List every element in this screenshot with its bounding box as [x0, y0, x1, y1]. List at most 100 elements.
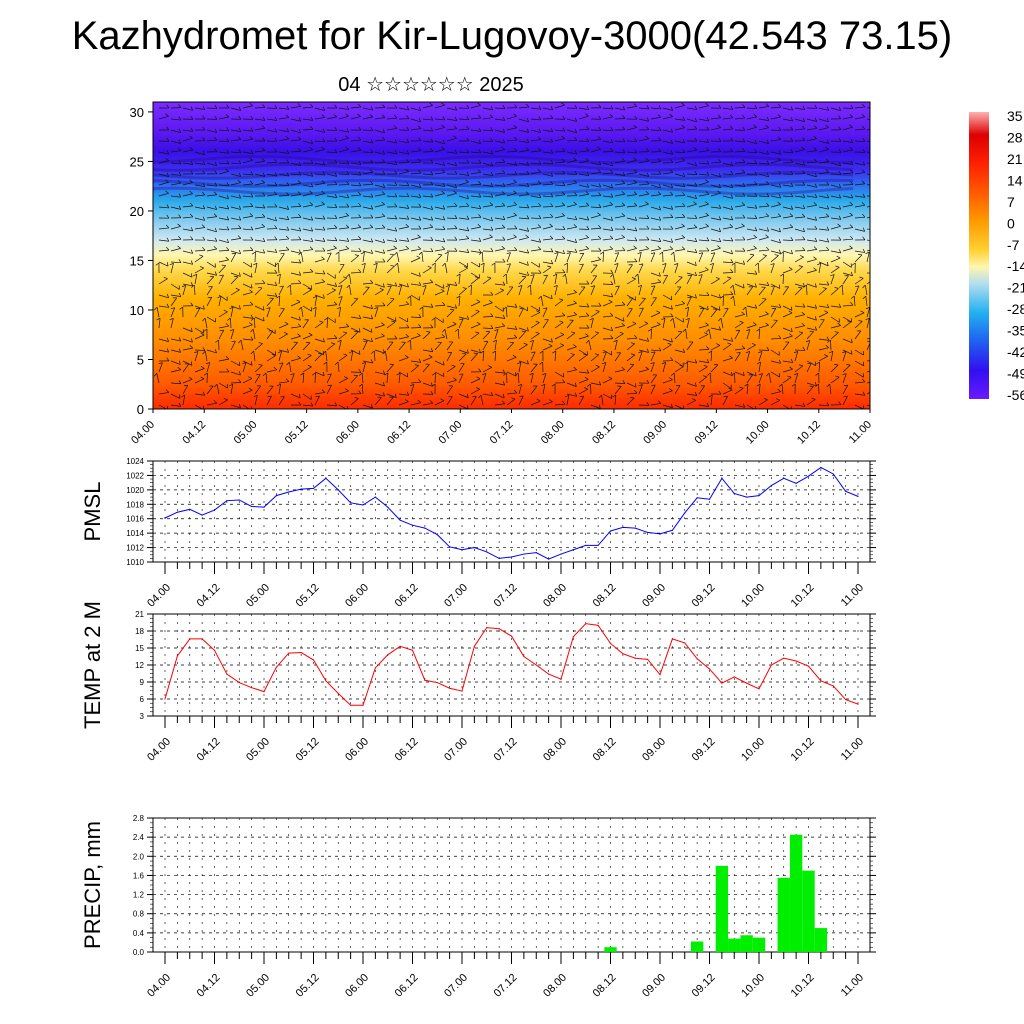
- wind-barb: [650, 161, 661, 164]
- data-point: [337, 692, 339, 694]
- wind-barb: [698, 118, 709, 122]
- wind-barb: [794, 332, 804, 340]
- wind-barb-flag: [694, 359, 698, 364]
- wind-barb: [794, 351, 799, 362]
- x-tick-label: 07.12: [492, 972, 520, 1000]
- wind-barb-flag: [790, 236, 794, 241]
- precip-bar: [814, 928, 828, 952]
- wind-barb: [806, 127, 817, 131]
- wind-barb: [530, 274, 535, 285]
- wind-barb-flag: [274, 248, 278, 253]
- wind-barb: [446, 162, 457, 167]
- wind-barb-flag: [742, 158, 746, 163]
- wind-barb-flag: [867, 340, 870, 343]
- wind-barb: [494, 382, 505, 386]
- x-tick-label: 08.00: [541, 582, 569, 610]
- wind-barb-flag: [526, 261, 529, 266]
- wind-barb: [722, 195, 733, 199]
- wind-barb-flag: [358, 191, 362, 196]
- data-point: [548, 558, 550, 560]
- wind-barb-flag: [526, 271, 529, 276]
- wind-barb: [530, 322, 540, 329]
- wind-barb-flag: [465, 179, 469, 183]
- wind-barb-flag: [274, 159, 278, 163]
- wind-barb: [734, 225, 745, 230]
- wind-barb-flag: [394, 237, 398, 242]
- wind-barb-flag: [790, 193, 794, 198]
- wind-barb: [734, 352, 741, 362]
- wind-barb-flag: [298, 271, 302, 276]
- wind-barb-flag: [526, 118, 529, 123]
- wind-barb-flag: [694, 161, 697, 166]
- wind-barb: [866, 118, 870, 121]
- x-tick-label: 09.12: [690, 582, 718, 610]
- wind-barb: [242, 378, 253, 384]
- wind-barb: [290, 194, 301, 197]
- wind-barb: [506, 236, 517, 241]
- wind-barb: [242, 261, 252, 268]
- x-tick-label: 06.12: [393, 582, 421, 610]
- wind-barb-flag: [514, 170, 518, 175]
- x-tick-label: 10.12: [789, 736, 817, 764]
- wind-barb-flag: [258, 286, 263, 289]
- data-point: [325, 477, 327, 479]
- wind-barb: [326, 195, 337, 198]
- wind-barb: [266, 217, 277, 222]
- wind-barb: [374, 283, 385, 288]
- wind-barb: [542, 238, 553, 241]
- wind-barb-flag: [506, 263, 511, 266]
- wind-barb-flag: [875, 140, 876, 144]
- wind-barb: [578, 150, 589, 153]
- wind-barb: [768, 373, 772, 384]
- wind-barb: [290, 206, 302, 208]
- wind-barb-flag: [166, 150, 170, 155]
- wind-barb: [782, 327, 793, 333]
- wind-barb-flag: [765, 234, 769, 238]
- wind-barb-flag: [202, 391, 206, 396]
- wind-barb-flag: [382, 238, 385, 243]
- wind-barb-flag: [789, 366, 793, 370]
- wind-barb-flag: [358, 372, 363, 376]
- wind-barb: [206, 139, 217, 142]
- wind-barb: [158, 305, 169, 308]
- wind-barb-flag: [854, 285, 860, 288]
- wind-barb: [422, 129, 433, 132]
- wind-barb-flag: [523, 342, 528, 345]
- wind-barb-flag: [634, 383, 637, 388]
- wind-barb-flag: [838, 161, 841, 166]
- wind-barb-flag: [394, 282, 398, 287]
- wind-barb-flag: [344, 376, 348, 379]
- wind-barb: [290, 272, 301, 276]
- wind-barb-flag: [442, 262, 446, 267]
- wind-barb-flag: [285, 135, 289, 139]
- wind-barb: [842, 395, 848, 406]
- wind-barb: [686, 107, 697, 110]
- wind-barb-flag: [513, 389, 518, 394]
- wind-barb: [614, 333, 624, 340]
- wind-barb-flag: [705, 102, 709, 106]
- wind-barb-flag: [526, 327, 529, 332]
- wind-barb-flag: [862, 248, 866, 253]
- wind-barb: [650, 324, 661, 329]
- wind-barb: [182, 378, 193, 384]
- wind-barb: [170, 162, 181, 165]
- wind-barb: [338, 326, 349, 329]
- wind-barb-flag: [766, 202, 770, 207]
- y-tick-label: 3: [140, 712, 145, 721]
- wind-barb-flag: [169, 317, 174, 321]
- wind-barb-flag: [730, 194, 734, 199]
- wind-barb-flag: [416, 333, 421, 336]
- wind-barb: [530, 171, 541, 175]
- wind-barb-flag: [452, 321, 457, 325]
- wind-barb-flag: [488, 365, 492, 368]
- wind-barb: [338, 173, 350, 175]
- wind-barb-flag: [790, 327, 793, 332]
- wind-barb: [794, 118, 805, 123]
- wind-barb-flag: [705, 322, 709, 326]
- wind-barb-flag: [777, 136, 782, 140]
- wind-barb: [686, 294, 697, 299]
- wind-barb: [506, 342, 515, 351]
- wind-barb: [434, 316, 444, 323]
- wind-barb: [182, 250, 193, 254]
- wind-barb-flag: [694, 214, 698, 219]
